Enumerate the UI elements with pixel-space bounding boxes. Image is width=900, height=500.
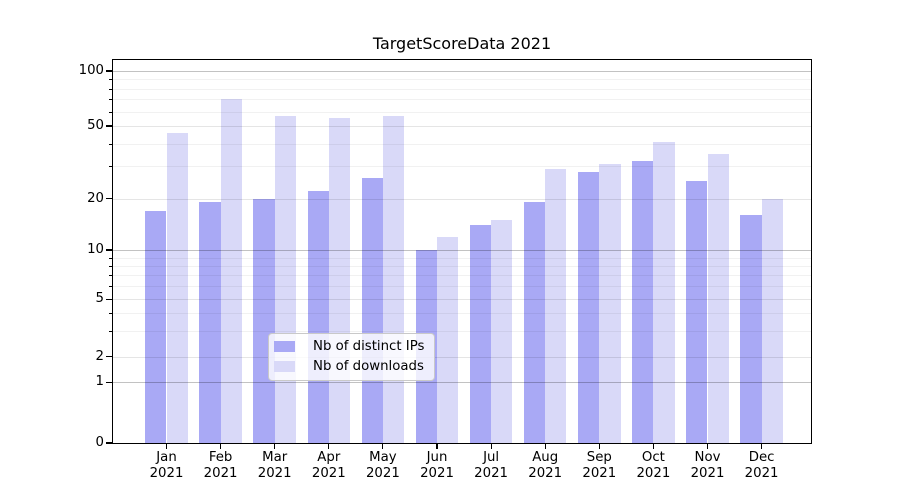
gridline-50 (113, 126, 811, 127)
y-tick-label-5: 5 (95, 291, 104, 307)
bar-nb-of-downloads-may-2021 (382, 115, 405, 443)
y-minor-tick-80 (108, 88, 112, 90)
y-tick-1 (106, 381, 112, 383)
gridline-90 (113, 79, 811, 81)
y-minor-tick-7 (108, 275, 112, 277)
bar-nb-of-downloads-nov-2021 (707, 154, 729, 443)
x-tick-label-aug-2021: Aug 2021 (528, 450, 563, 481)
chart-title: TargetScoreData 2021 (372, 34, 552, 53)
y-tick-5 (106, 298, 112, 300)
bar-nb-of-downloads-dec-2021 (761, 198, 783, 443)
y-tick-0 (106, 442, 112, 444)
x-tick-feb-2021 (220, 443, 222, 449)
y-tick-label-1: 1 (95, 374, 104, 390)
gridline-70 (113, 99, 811, 101)
bar-nb-of-distinct-ips-dec-2021 (740, 215, 762, 443)
y-minor-tick-3 (108, 331, 112, 333)
gridline-80 (113, 88, 811, 90)
x-tick-oct-2021 (652, 443, 654, 449)
y-tick-10 (106, 249, 112, 251)
bar-nb-of-distinct-ips-mar-2021 (253, 198, 275, 443)
bar-nb-of-distinct-ips-jul-2021 (469, 225, 492, 443)
y-tick-2 (106, 356, 112, 358)
bar-nb-of-downloads-feb-2021 (220, 99, 242, 443)
y-tick-20 (106, 197, 112, 200)
bar-nb-of-distinct-ips-feb-2021 (199, 202, 221, 443)
x-tick-dec-2021 (761, 443, 763, 449)
x-tick-sep-2021 (598, 443, 600, 449)
bar-nb-of-distinct-ips-jan-2021 (145, 210, 167, 443)
x-tick-label-feb-2021: Feb 2021 (203, 450, 238, 481)
bar-nb-of-distinct-ips-sep-2021 (578, 171, 600, 443)
legend-swatch-distinct-ips (274, 341, 295, 352)
x-tick-jun-2021 (436, 443, 438, 449)
y-tick-label-20: 20 (87, 190, 104, 206)
bar-nb-of-downloads-jan-2021 (166, 132, 188, 443)
gridline-40 (113, 143, 811, 145)
bar-nb-of-distinct-ips-nov-2021 (686, 180, 708, 443)
legend-swatch-downloads (274, 361, 295, 372)
x-tick-label-jun-2021: Jun 2021 (420, 450, 454, 481)
x-tick-label-nov-2021: Nov 2021 (690, 450, 725, 481)
y-minor-tick-60 (108, 111, 112, 113)
legend-entry-distinct-ips: Nb of distinct IPs (274, 339, 424, 354)
y-minor-tick-9 (108, 257, 112, 259)
legend: Nb of distinct IPs Nb of downloads (268, 333, 436, 381)
gridline-100 (113, 71, 811, 73)
y-tick-label-0: 0 (95, 435, 104, 450)
bar-nb-of-distinct-ips-oct-2021 (632, 161, 654, 443)
bar-nb-of-downloads-sep-2021 (599, 163, 621, 443)
bar-nb-of-downloads-oct-2021 (653, 141, 675, 443)
x-tick-mar-2021 (274, 443, 276, 449)
bar-nb-of-downloads-aug-2021 (545, 169, 567, 443)
x-tick-jan-2021 (165, 443, 168, 449)
y-tick-100 (106, 70, 112, 72)
x-tick-label-mar-2021: Mar 2021 (257, 450, 292, 481)
legend-label-distinct-ips: Nb of distinct IPs (313, 339, 425, 354)
legend-entry-downloads: Nb of downloads (274, 359, 424, 374)
x-tick-label-sep-2021: Sep 2021 (582, 450, 617, 481)
x-tick-label-oct-2021: Oct 2021 (636, 450, 671, 481)
x-tick-label-apr-2021: Apr 2021 (311, 450, 346, 481)
y-minor-tick-70 (108, 99, 112, 101)
y-tick-label-100: 100 (78, 63, 104, 78)
x-tick-label-jan-2021: Jan 2021 (149, 450, 184, 481)
y-tick-label-10: 10 (87, 242, 104, 257)
y-tick-50 (106, 125, 112, 127)
x-tick-label-may-2021: May 2021 (365, 450, 400, 481)
x-tick-label-dec-2021: Dec 2021 (744, 450, 779, 481)
x-tick-may-2021 (382, 443, 384, 449)
x-tick-apr-2021 (328, 443, 330, 449)
y-minor-tick-40 (108, 143, 112, 145)
y-minor-tick-8 (108, 265, 112, 267)
x-tick-nov-2021 (706, 443, 709, 449)
legend-label-downloads: Nb of downloads (313, 359, 424, 374)
y-tick-label-50: 50 (87, 118, 104, 133)
bar-nb-of-distinct-ips-aug-2021 (523, 202, 546, 443)
y-minor-tick-4 (108, 313, 112, 315)
bar-nb-of-downloads-jun-2021 (437, 236, 459, 443)
y-minor-tick-30 (108, 166, 112, 168)
bar-nb-of-downloads-jul-2021 (491, 219, 513, 443)
bar-nb-of-downloads-apr-2021 (328, 118, 351, 443)
x-tick-label-jul-2021: Jul 2021 (474, 450, 509, 481)
bar-nb-of-downloads-mar-2021 (274, 115, 296, 443)
y-minor-tick-90 (108, 79, 112, 81)
plot-area (113, 60, 811, 443)
x-tick-jul-2021 (490, 443, 492, 449)
bar-nb-of-distinct-ips-may-2021 (361, 177, 383, 443)
bar-nb-of-distinct-ips-apr-2021 (307, 191, 329, 443)
y-tick-label-2: 2 (95, 348, 104, 364)
gridline-60 (113, 111, 811, 113)
y-minor-tick-6 (108, 286, 112, 288)
gridline-30 (113, 166, 811, 168)
x-tick-aug-2021 (544, 443, 546, 449)
